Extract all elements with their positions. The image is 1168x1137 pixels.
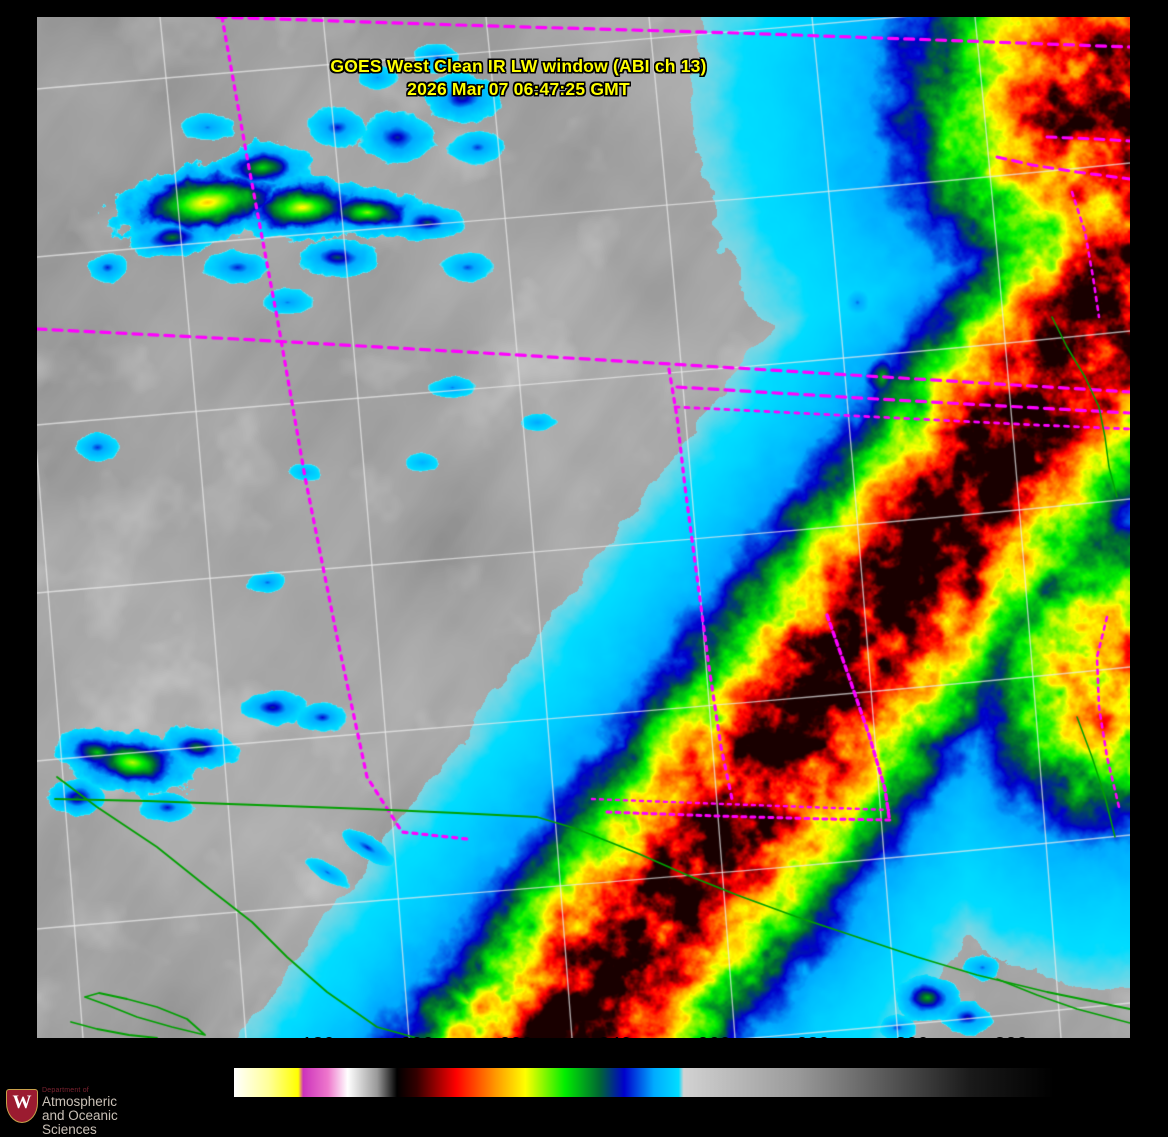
colorbar-tick-label: 240: [598, 1034, 632, 1056]
colorbar-tick-mark: [515, 1059, 517, 1067]
colorbar-tick-label: 200: [400, 1034, 434, 1056]
colorbar-tick-labels: 180 200 220 240 260 280 300 320: [0, 1031, 1168, 1059]
colorbar-tick-mark: [911, 1059, 913, 1067]
colorbar-tick-mark: [1010, 1059, 1012, 1067]
institution-logo: W Department of Atmospheric and Oceanic …: [2, 1085, 167, 1137]
colorbar-tick-label: 320: [994, 1034, 1028, 1056]
colorbar-tick-label: 300: [895, 1034, 929, 1056]
colorbar-tick-mark: [317, 1059, 319, 1067]
colorbar-tick-label: 180: [301, 1034, 335, 1056]
logo-text-block: Department of Atmospheric and Oceanic Sc…: [42, 1086, 167, 1137]
satellite-image-panel[interactable]: [37, 17, 1130, 1038]
logo-department-line: Department of: [42, 1087, 89, 1094]
colorbar-tick-label: 280: [796, 1034, 830, 1056]
colorbar-tick-label: 260: [697, 1034, 731, 1056]
colorbar-tick-label: 220: [499, 1034, 533, 1056]
crest-letter: W: [12, 1092, 32, 1113]
colorbar-tick-mark: [614, 1059, 616, 1067]
temperature-colorbar[interactable]: [233, 1067, 1055, 1098]
uw-crest-icon: W: [6, 1089, 38, 1123]
colorbar-tick-mark: [713, 1059, 715, 1067]
colorbar-tick-mark: [416, 1059, 418, 1067]
logo-name-line-1: Atmospheric: [42, 1094, 118, 1109]
colorbar-tick-mark: [812, 1059, 814, 1067]
logo-name-line-2: and Oceanic Sciences: [42, 1108, 118, 1137]
colorbar-tick-marks: [0, 1059, 1168, 1067]
infrared-satellite-raster[interactable]: [37, 17, 1130, 1038]
